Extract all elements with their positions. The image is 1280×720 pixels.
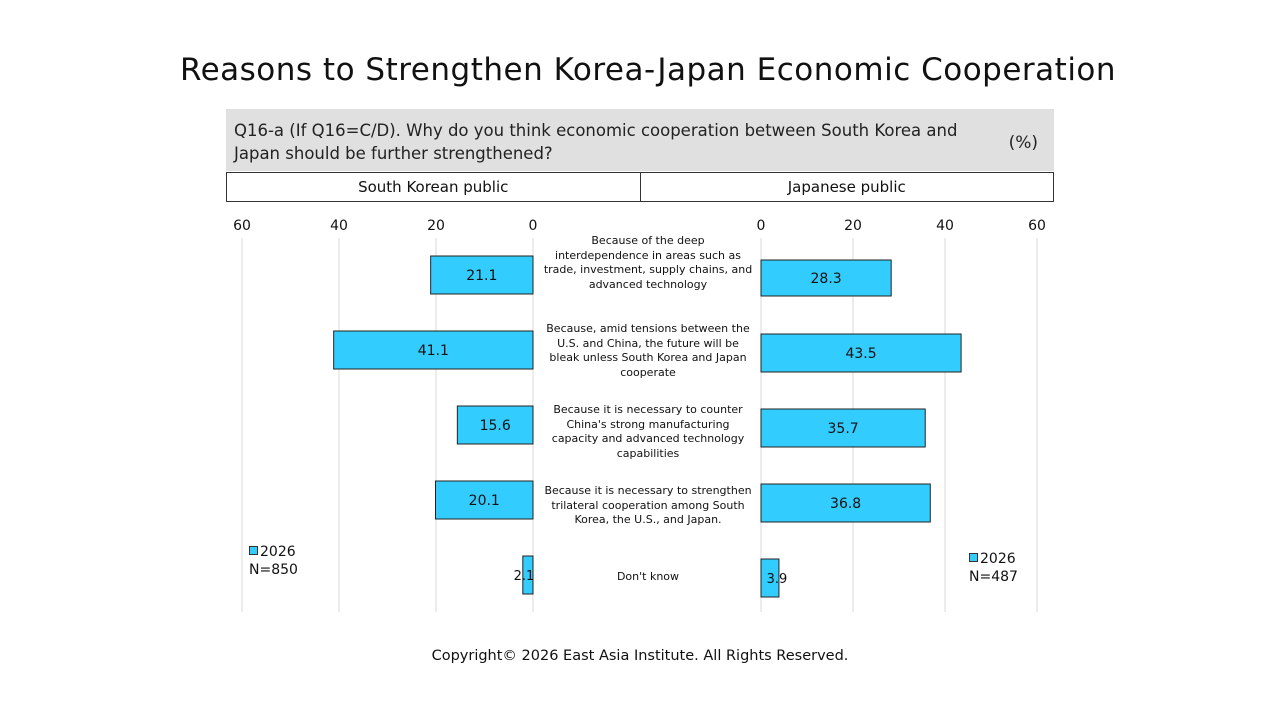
japan-bar <box>760 558 780 598</box>
question-box: Q16-a (If Q16=C/D). Why do you think eco… <box>226 109 1054 171</box>
korea-bar <box>456 405 534 445</box>
japan-tick-label: 20 <box>844 218 862 234</box>
question-text: Q16-a (If Q16=C/D). Why do you think eco… <box>234 121 958 163</box>
chart-title: Reasons to Strengthen Korea-Japan Econom… <box>179 52 1117 88</box>
korea-tick-label: 40 <box>330 218 348 234</box>
japan-bar <box>760 333 962 373</box>
japan-data-label: 3.9 <box>767 572 788 587</box>
legend-left: 2026 N=850 <box>249 543 298 579</box>
korea-bar <box>522 555 534 595</box>
category-label: Don't know <box>616 570 680 583</box>
korea-bar <box>333 330 534 370</box>
korea-tick-label: 0 <box>529 218 538 234</box>
category-label: Because of the deep interdependence in a… <box>543 234 753 291</box>
japan-bar <box>760 259 892 297</box>
korea-data-label: 2.1 <box>514 569 535 584</box>
category-label: Because, amid tensions between the U.S. … <box>546 322 750 379</box>
japan-data-label: 28.3 <box>811 271 842 287</box>
legend-right-n: N=487 <box>969 569 1018 585</box>
south-korean-public-header: South Korean public <box>227 173 641 201</box>
japan-data-label: 36.8 <box>830 496 861 512</box>
korea-bar <box>435 480 534 520</box>
legend-right: 2026 N=487 <box>969 550 1018 586</box>
korea-data-label: 20.1 <box>469 493 500 509</box>
korea-data-label: 15.6 <box>480 418 511 434</box>
category-label: Because it is necessary to strengthen tr… <box>544 484 752 527</box>
japan-bar <box>760 408 926 448</box>
unit-label: (%) <box>1008 133 1038 153</box>
japan-tick-label: 60 <box>1028 218 1046 234</box>
legend-right-series: 2026 <box>980 551 1016 567</box>
korea-tick-label: 20 <box>427 218 445 234</box>
korea-data-label: 41.1 <box>418 343 449 359</box>
japan-data-label: 43.5 <box>845 346 876 362</box>
legend-swatch-icon <box>249 546 258 555</box>
japan-bar <box>760 483 931 523</box>
copyright-footer: Copyright© 2026 East Asia Institute. All… <box>431 648 849 664</box>
japan-tick-label: 40 <box>936 218 954 234</box>
korea-data-label: 21.1 <box>466 268 497 284</box>
legend-left-n: N=850 <box>249 562 298 578</box>
panel-header-row: South Korean public Japanese public <box>226 172 1054 202</box>
korea-tick-label: 60 <box>233 218 251 234</box>
category-label: Because it is necessary to counter China… <box>551 403 745 460</box>
legend-swatch-icon <box>969 553 978 562</box>
japan-tick-label: 0 <box>757 218 766 234</box>
japanese-public-header: Japanese public <box>787 178 906 196</box>
legend-left-series: 2026 <box>260 544 296 560</box>
japan-data-label: 35.7 <box>828 421 859 437</box>
korea-bar <box>430 255 534 295</box>
